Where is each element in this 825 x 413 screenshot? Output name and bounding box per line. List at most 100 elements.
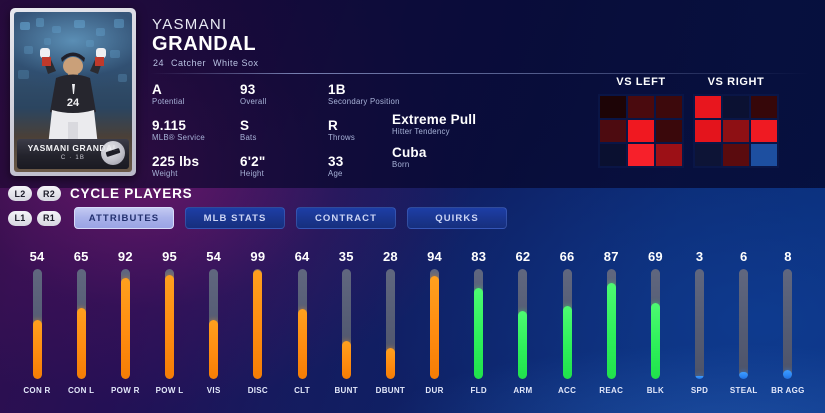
heatmap-cell: [656, 96, 682, 118]
attribute-bar-track: [165, 269, 175, 379]
attribute-dbunt: 28 DBUNT: [371, 248, 409, 413]
stat-throws-label: Throws: [328, 132, 356, 142]
attributes-row: 54 CON R 65 CON L 92 POW R 95 POW L 54 VIS 99 DISC 6…: [0, 248, 825, 413]
tab-mlb-stats[interactable]: MLB STATS: [185, 207, 285, 229]
heatmap-cell: [628, 96, 654, 118]
stat-born-value: Cuba: [392, 145, 427, 160]
attribute-bar-fill: [341, 340, 351, 379]
stat-height: 6'2" Height: [240, 154, 328, 179]
cycle-players-row: L2 R2 CYCLE PLAYERS: [8, 186, 192, 201]
attribute-bar-fill: [253, 270, 263, 379]
tab-contract[interactable]: CONTRACT: [296, 207, 396, 229]
button-r2-icon[interactable]: R2: [37, 186, 61, 201]
attribute-value: 54: [206, 249, 222, 264]
heatmap-vs-right-grid: [693, 94, 779, 168]
attribute-bar-fill: [209, 319, 219, 379]
stat-throws: R Throws: [328, 118, 492, 143]
player-first-name: YASMANI: [152, 16, 228, 33]
attribute-value: 66: [559, 249, 575, 264]
attribute-bar-fill: [606, 283, 616, 379]
heatmap-cell: [695, 96, 721, 118]
stat-service-value: 9.115: [152, 117, 187, 133]
stat-weight-label: Weight: [152, 168, 178, 178]
attribute-bar-fill: [739, 372, 749, 379]
heatmap-cell: [723, 120, 749, 142]
tab-attributes[interactable]: ATTRIBUTES: [74, 207, 174, 229]
stat-potential-label: Potential: [152, 97, 185, 107]
stat-age-value: 33: [328, 153, 344, 169]
attribute-arm: 62 ARM: [504, 248, 542, 413]
attribute-pow-r: 92 POW R: [106, 248, 144, 413]
attribute-bar-fill: [76, 307, 86, 379]
attribute-br-agg: 8 BR AGG: [769, 248, 807, 413]
attribute-value: 87: [603, 249, 619, 264]
stat-height-label: Height: [240, 168, 265, 178]
attribute-label: REAC: [599, 386, 624, 395]
attribute-bar-track: [209, 269, 219, 379]
player-photo: 24 YASMANI GRANDAL C · 1B: [14, 12, 132, 172]
button-r1-icon[interactable]: R1: [37, 210, 61, 226]
player-card[interactable]: 24 YASMANI GRANDAL C · 1B: [10, 8, 136, 176]
attribute-steal: 6 STEAL: [725, 248, 763, 413]
attribute-clt: 64 CLT: [283, 248, 321, 413]
heatmap-vs-left-grid: [598, 94, 684, 168]
attribute-label: ACC: [557, 386, 577, 395]
attribute-value: 6: [740, 249, 748, 264]
heatmap-cell: [751, 144, 777, 166]
attribute-bar-track: [430, 269, 440, 379]
attribute-value: 8: [784, 249, 792, 264]
attribute-bar-fill: [165, 274, 175, 379]
stat-overall-value: 93: [240, 82, 256, 97]
stat-service-label: MLB® Service: [152, 132, 205, 142]
stat-age: 33 Age: [328, 154, 492, 179]
heatmap-vs-left-title: VS LEFT: [616, 76, 666, 88]
attribute-pow-l: 95 POW L: [151, 248, 189, 413]
heatmap-cell: [723, 96, 749, 118]
attribute-label: BUNT: [334, 386, 358, 395]
stat-secondary-position-value: 1B: [328, 82, 346, 97]
button-l2-icon[interactable]: L2: [8, 186, 32, 201]
stat-potential: A Potential: [152, 82, 240, 107]
attribute-value: 62: [515, 249, 531, 264]
attribute-label: SPD: [690, 386, 709, 395]
attribute-label: CON R: [23, 386, 51, 395]
tab-list: ATTRIBUTES MLB STATS CONTRACT QUIRKS: [74, 207, 507, 229]
tab-quirks[interactable]: QUIRKS: [407, 207, 507, 229]
attribute-bar-track: [76, 269, 86, 379]
player-illustration: 24: [40, 48, 106, 148]
attribute-label: DBUNT: [375, 386, 406, 395]
player-position: Catcher: [171, 58, 207, 68]
player-subtitle: 24 Catcher White Sox: [153, 58, 266, 68]
attribute-bar-track: [341, 269, 351, 379]
attribute-spd: 3 SPD: [681, 248, 719, 413]
attribute-label: FLD: [470, 386, 487, 395]
attribute-bar-fill: [783, 370, 793, 379]
button-l1-icon[interactable]: L1: [8, 210, 32, 226]
attribute-label: BR AGG: [771, 386, 805, 395]
attribute-fld: 83 FLD: [460, 248, 498, 413]
attribute-bar-track: [474, 269, 484, 379]
stat-throws-value: R: [328, 117, 338, 133]
team-logo-icon: [101, 141, 125, 165]
attribute-bar-track: [562, 269, 572, 379]
attribute-con-r: 54 CON R: [18, 248, 56, 413]
attribute-bar-track: [783, 269, 793, 379]
player-header-section: 24 YASMANI GRANDAL C · 1B YASMANI GRANDA…: [0, 0, 825, 188]
attribute-label: DUR: [425, 386, 444, 395]
attribute-bar-track: [650, 269, 660, 379]
stat-service: 9.115 MLB® Service: [152, 118, 240, 143]
heatmap-cell: [600, 144, 626, 166]
stat-height-value: 6'2": [240, 153, 266, 169]
attribute-value: 99: [250, 249, 266, 264]
stat-bats-value: S: [240, 117, 250, 133]
player-stat-grid: A Potential 93 Overall 1B Secondary Posi…: [152, 82, 492, 178]
stat-overall: 93 Overall: [240, 82, 328, 107]
heatmap-vs-right: VS RIGHT: [693, 76, 779, 168]
attribute-bar-track: [695, 269, 705, 379]
background-top-overlay: [0, 0, 825, 188]
stat-secondary-position: 1B Secondary Position: [328, 82, 492, 107]
player-last-name: GRANDAL: [152, 33, 257, 55]
attribute-bar-fill: [120, 277, 130, 379]
attribute-value: 95: [162, 249, 177, 264]
attribute-bar-fill: [650, 303, 660, 379]
